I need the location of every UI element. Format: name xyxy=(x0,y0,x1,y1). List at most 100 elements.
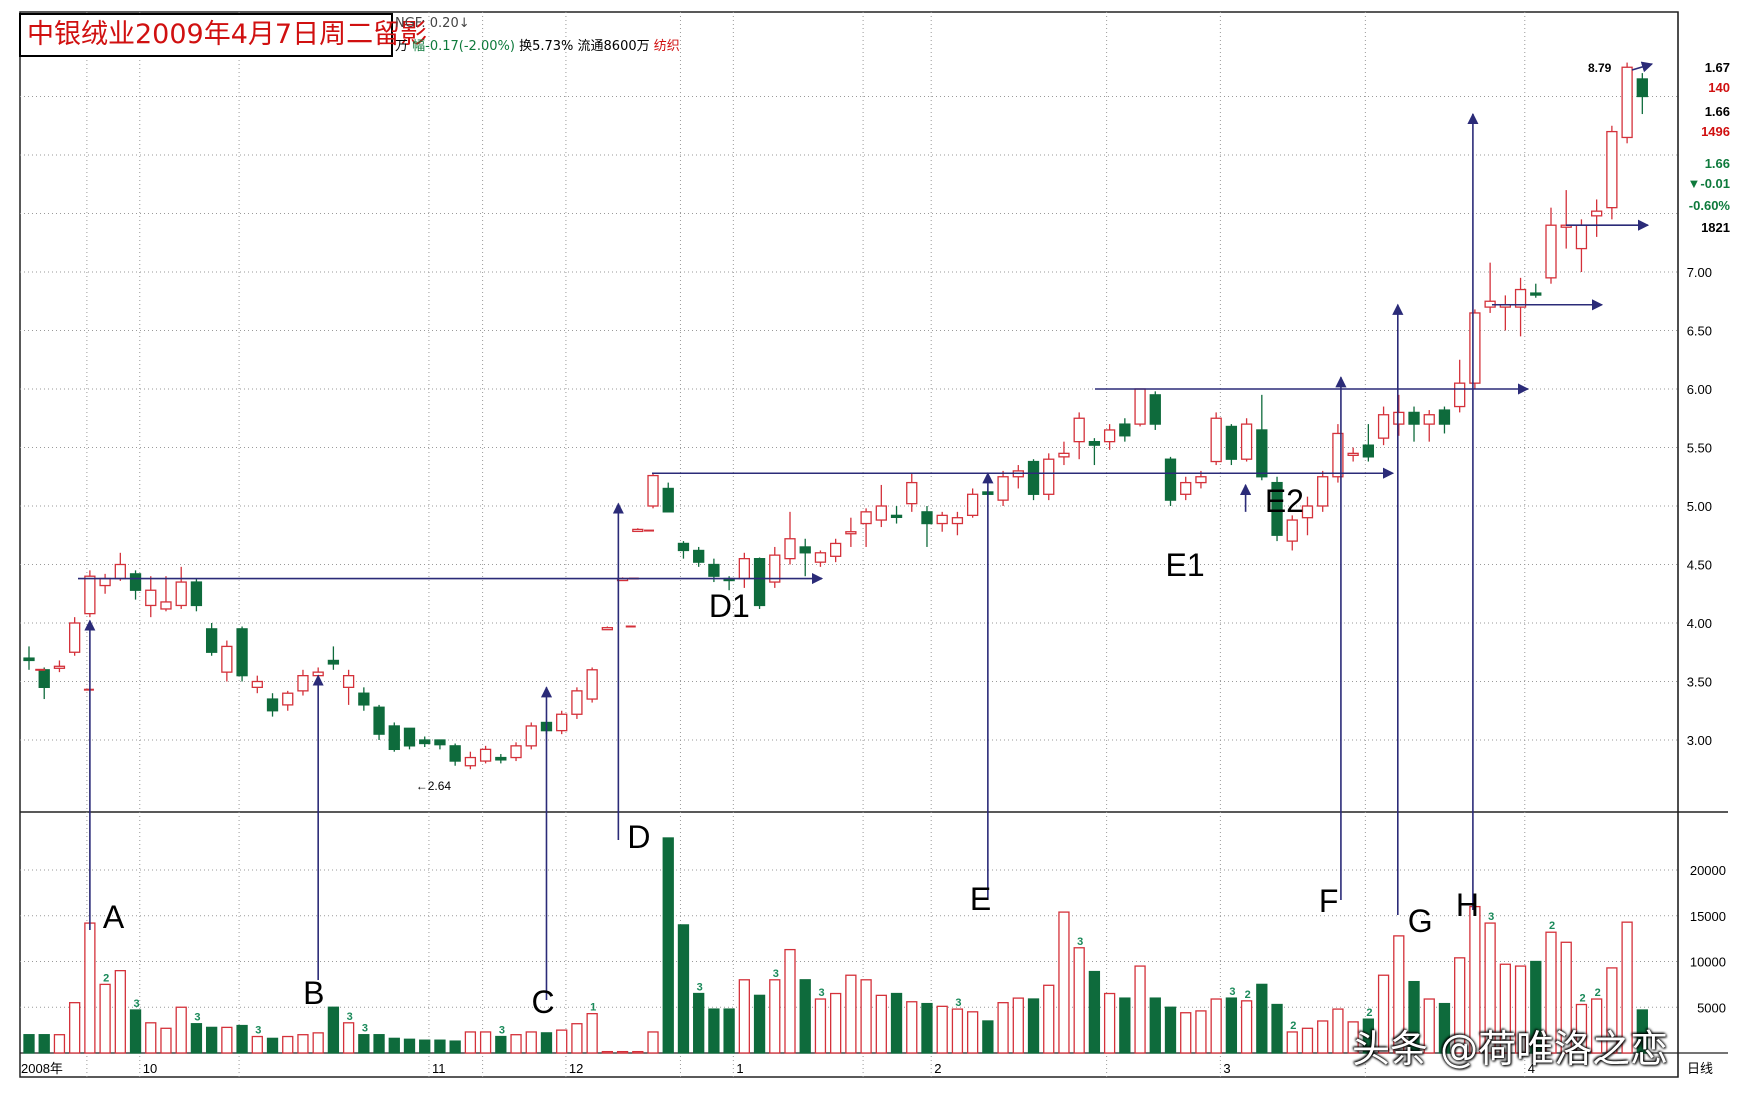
candle-body xyxy=(1606,130,1618,209)
candle-body xyxy=(23,657,35,662)
volume-bar xyxy=(129,1009,142,1054)
volume-bar xyxy=(677,924,690,1054)
info-panel-value: 1496 xyxy=(1701,124,1730,139)
volume-bar xyxy=(38,1034,50,1054)
volume-bar xyxy=(708,1008,720,1054)
info-panel-value: -0.60% xyxy=(1689,198,1731,213)
volume-bar xyxy=(738,979,750,1054)
candle-body xyxy=(662,487,674,513)
candle-body xyxy=(84,575,96,615)
volume-bar xyxy=(205,1026,218,1054)
candle-body xyxy=(1301,505,1314,519)
label-d: D xyxy=(627,819,650,855)
volume-bar xyxy=(556,1029,568,1054)
volume-bar xyxy=(1027,998,1040,1054)
volume-bar xyxy=(53,1034,66,1054)
volume-bar xyxy=(875,994,887,1054)
volume-bar xyxy=(510,1034,522,1054)
price-tick-label: 3.50 xyxy=(1687,675,1712,690)
volume-flag: 3 xyxy=(955,997,961,1009)
candle-body xyxy=(312,671,324,677)
volume-bar xyxy=(753,994,766,1054)
candle-body xyxy=(495,756,507,761)
x-tick-label: 2008年 xyxy=(21,1061,63,1076)
volume-bar xyxy=(1271,1003,1283,1054)
volume-bar xyxy=(464,1031,477,1054)
volume-bar xyxy=(373,1034,385,1054)
candle-body xyxy=(1119,423,1131,437)
volume-bar xyxy=(434,1039,446,1054)
volume-bar xyxy=(403,1038,416,1054)
candle-body xyxy=(708,563,720,577)
volume-bar xyxy=(221,1026,233,1054)
volume-bar xyxy=(1332,1008,1344,1054)
volume-bar xyxy=(616,1050,629,1054)
volume-bar xyxy=(1408,980,1420,1054)
quote-float: 流通8600万 xyxy=(577,39,650,54)
volume-bar xyxy=(1499,963,1511,1054)
volume-bar xyxy=(1606,967,1618,1054)
volume-bar xyxy=(1621,921,1633,1054)
volume-bar xyxy=(525,1031,537,1054)
volume-bar xyxy=(1362,1018,1375,1054)
candle-body xyxy=(69,622,81,653)
volume-flag: 1 xyxy=(590,1002,596,1014)
candle-body xyxy=(632,528,644,533)
volume-bar xyxy=(99,983,111,1054)
price-tick-label: 5.00 xyxy=(1687,499,1712,514)
label-e2: E2 xyxy=(1265,483,1304,519)
info-panel-value: 1.67 xyxy=(1705,60,1730,75)
volume-bar xyxy=(1393,935,1405,1054)
candle-body xyxy=(1393,411,1405,425)
volume-bar xyxy=(1301,1027,1314,1054)
label-a: A xyxy=(103,899,125,935)
volume-flag: 3 xyxy=(773,968,779,980)
candle-body xyxy=(1043,458,1055,495)
volume-bar xyxy=(297,1034,309,1054)
volume-bar xyxy=(1134,965,1146,1054)
price-tick-label: 4.00 xyxy=(1687,616,1712,631)
volume-flag: 2 xyxy=(103,972,109,984)
volume-bar xyxy=(84,922,96,1054)
candle-body xyxy=(1438,409,1451,425)
volume-bar xyxy=(951,1008,964,1054)
candle-body xyxy=(814,552,827,563)
label-h: H xyxy=(1456,887,1479,923)
volume-bar xyxy=(662,837,674,1054)
candle-body xyxy=(1636,78,1648,98)
candle-body xyxy=(434,739,446,746)
x-tick-label: 10 xyxy=(143,1061,157,1076)
label-b: B xyxy=(303,975,324,1011)
volume-bar xyxy=(1195,1010,1207,1054)
candle-body xyxy=(1332,432,1344,478)
volume-bar xyxy=(1164,1006,1177,1054)
candle-body xyxy=(936,514,948,525)
candle-body xyxy=(327,659,340,665)
candle-body xyxy=(388,725,400,751)
candle-body xyxy=(1454,382,1466,408)
candle-body xyxy=(647,474,659,507)
candle-body xyxy=(1103,429,1116,443)
volume-bar xyxy=(175,1006,187,1054)
quote-sector: 纺织 xyxy=(653,39,680,54)
volume-bar xyxy=(1256,983,1268,1054)
x-tick-label: 12 xyxy=(569,1061,583,1076)
candle-body xyxy=(1149,394,1161,425)
candle-body xyxy=(677,542,690,552)
candle-body xyxy=(601,627,614,631)
x-tick-label: 2 xyxy=(934,1061,941,1076)
candle-body xyxy=(1362,444,1375,458)
volume-bar xyxy=(236,1024,248,1054)
candle-body xyxy=(1514,288,1527,308)
volume-flag: 2 xyxy=(1245,989,1251,1001)
candle-body xyxy=(997,476,1009,501)
volume-bar xyxy=(1073,947,1085,1054)
volume-flag: 3 xyxy=(134,998,140,1010)
candle-body xyxy=(1575,224,1588,250)
candle-body xyxy=(799,546,811,554)
x-tick-label: 3 xyxy=(1223,1061,1230,1076)
candle-body xyxy=(586,669,598,700)
volume-bar xyxy=(906,1001,918,1054)
volume-bar xyxy=(23,1034,35,1054)
volume-bar xyxy=(784,948,796,1054)
